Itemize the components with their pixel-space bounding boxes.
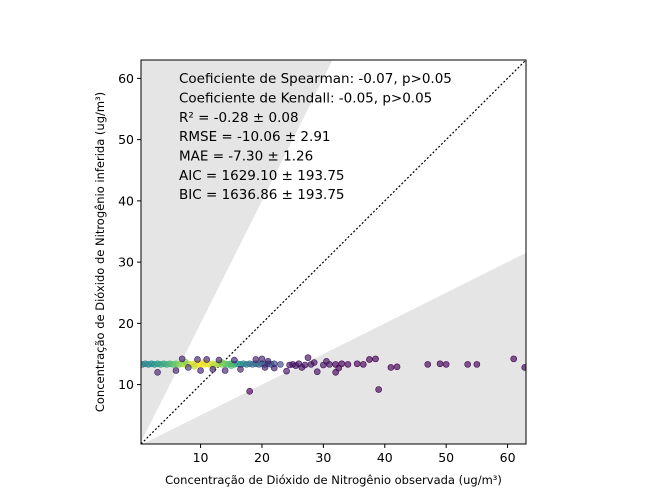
data-point-55 <box>194 356 201 363</box>
data-point-50 <box>227 362 235 369</box>
data-point-54 <box>184 364 192 371</box>
data-point-89 <box>359 361 367 368</box>
data-point-69 <box>283 367 290 375</box>
y-tick-label-60: 60 <box>118 71 134 86</box>
plot-frame <box>140 59 527 445</box>
data-point-92 <box>375 386 382 393</box>
x-axis-label: Concentração de Dióxido de Nitrogênio ob… <box>165 473 502 487</box>
x-tick-label-40: 40 <box>377 450 393 465</box>
stat-bic: BIC = 1636.86 ± 193.75 <box>179 187 345 203</box>
data-point-93 <box>387 364 395 371</box>
data-point-88 <box>353 360 361 368</box>
y-tick-label-40: 40 <box>118 193 134 208</box>
data-point-53 <box>178 355 186 363</box>
data-point-96 <box>436 360 444 368</box>
data-point-86 <box>338 360 346 368</box>
data-point-97 <box>442 361 450 368</box>
data-point-85 <box>332 361 339 368</box>
data-point-57 <box>203 356 211 363</box>
data-point-100 <box>510 355 518 363</box>
data-points <box>141 354 526 395</box>
stat-mae: MAE = -7.30 ± 1.26 <box>179 149 313 165</box>
y-tick-label-50: 50 <box>118 132 134 147</box>
data-point-66 <box>261 364 269 371</box>
data-point-44 <box>277 361 284 368</box>
data-point-58 <box>209 365 217 373</box>
data-point-67 <box>264 358 272 365</box>
x-tick-label-20: 20 <box>254 450 270 465</box>
data-point-62 <box>237 365 244 373</box>
data-point-68 <box>270 364 278 372</box>
data-point-94 <box>393 363 401 371</box>
data-point-59 <box>215 356 223 364</box>
stat-r2: R² = -0.28 ± 0.08 <box>179 110 299 126</box>
x-axis-ticks: 10 20 30 40 50 60 <box>193 444 516 465</box>
x-tick-label-60: 60 <box>500 450 516 465</box>
data-point-61 <box>231 356 238 364</box>
data-point-90 <box>366 356 373 363</box>
data-point-60 <box>221 367 229 374</box>
data-point-51 <box>154 369 161 376</box>
data-point-78 <box>310 359 318 366</box>
data-point-75 <box>301 361 309 369</box>
upper-shaded-region <box>141 60 333 443</box>
statistics-annotation: Coeficiente de Spearman: -0.07, p>0.05 C… <box>179 71 452 203</box>
data-point-91 <box>372 355 379 363</box>
data-point-82 <box>326 361 333 368</box>
data-point-95 <box>424 361 432 368</box>
data-point-101 <box>521 364 526 371</box>
data-point-76 <box>304 354 312 361</box>
stat-kendall: Coeficiente de Kendall: -0.05, p>0.05 <box>179 91 432 107</box>
data-point-64 <box>252 356 260 363</box>
data-point-99 <box>473 361 481 368</box>
data-point-65 <box>258 355 266 363</box>
data-point-63 <box>246 388 253 395</box>
stat-aic: AIC = 1629.10 ± 193.75 <box>179 168 345 184</box>
x-tick-label-10: 10 <box>193 450 209 465</box>
data-point-79 <box>313 368 321 376</box>
data-point-87 <box>344 361 352 368</box>
y-tick-label-30: 30 <box>118 255 134 270</box>
y-tick-label-10: 10 <box>118 377 134 392</box>
data-point-98 <box>464 361 471 368</box>
plot-area <box>141 60 526 444</box>
stat-rmse: RMSE = -10.06 ± 2.91 <box>179 129 331 145</box>
y-axis-ticks: 10 20 30 40 50 60 <box>118 71 141 392</box>
y-axis-label: Concentração de Dióxido de Nitrogênio in… <box>93 92 107 412</box>
data-point-52 <box>172 367 180 374</box>
identity-line <box>141 60 526 444</box>
lower-shaded-region <box>141 252 526 444</box>
data-point-46 <box>191 362 198 370</box>
data-point-56 <box>197 367 204 374</box>
x-tick-label-30: 30 <box>315 450 331 465</box>
stat-spearman: Coeficiente de Spearman: -0.07, p>0.05 <box>179 71 452 87</box>
y-tick-label-20: 20 <box>118 316 134 331</box>
x-tick-label-50: 50 <box>438 450 454 465</box>
